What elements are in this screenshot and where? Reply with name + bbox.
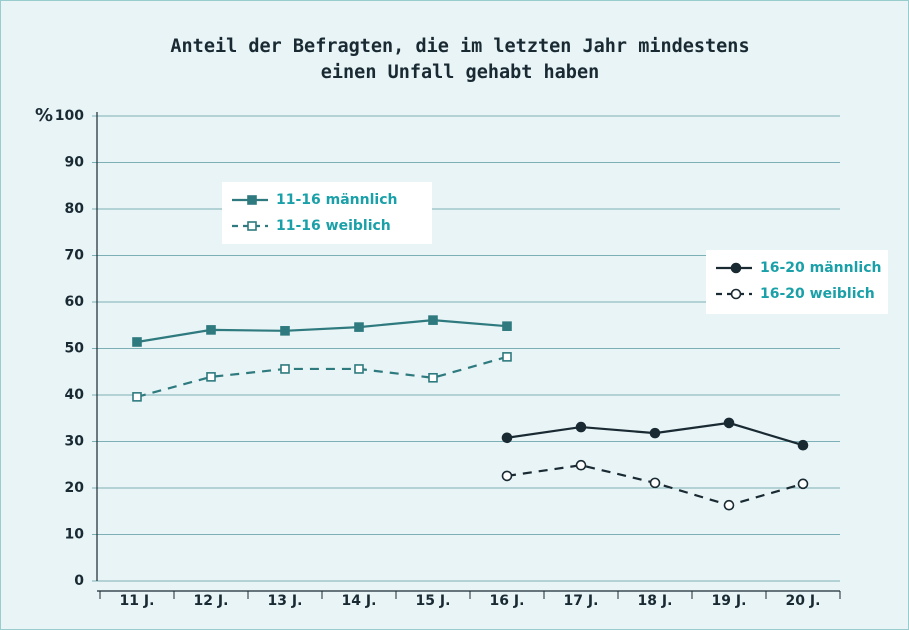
y-tick-label: 60 [65, 294, 85, 310]
x-tick-label: 15 J. [416, 593, 451, 609]
marker [575, 459, 587, 471]
marker [501, 470, 513, 482]
x-tick-label: 19 J. [712, 593, 747, 609]
y-tick-label: 70 [65, 248, 85, 264]
marker [723, 499, 735, 511]
y-tick-label: 100 [55, 108, 84, 124]
line [136, 319, 508, 344]
legend-box [706, 250, 888, 314]
marker [649, 477, 661, 489]
marker [280, 326, 290, 336]
marker [132, 392, 142, 402]
y-tick-label: 50 [65, 341, 85, 357]
x-tick-label: 11 J. [120, 593, 155, 609]
marker [730, 262, 742, 274]
marker [797, 439, 809, 451]
x-tick-label: 12 J. [194, 593, 229, 609]
chart-title: einen Unfall gehabt haben [321, 62, 599, 83]
y-tick-label: 90 [65, 155, 85, 171]
marker [247, 195, 257, 205]
x-tick-label: 18 J. [638, 593, 673, 609]
y-tick-label: 20 [65, 480, 85, 496]
marker [354, 364, 364, 374]
legend-label: 11-16 weiblich [276, 218, 391, 234]
marker [206, 325, 216, 335]
line [136, 355, 508, 398]
marker [354, 322, 364, 332]
marker [501, 432, 513, 444]
marker [502, 352, 512, 362]
y-tick-label: 10 [65, 527, 85, 543]
y-tick-label: 80 [65, 201, 85, 217]
chart-title: Anteil der Befragten, die im letzten Jah… [170, 36, 749, 57]
legend-box [222, 182, 432, 244]
marker [206, 372, 216, 382]
x-tick-label: 16 J. [490, 593, 525, 609]
marker [280, 364, 290, 374]
marker [723, 417, 735, 429]
x-tick-label: 20 J. [786, 593, 821, 609]
marker [132, 337, 142, 347]
y-tick-label: 30 [65, 434, 85, 450]
marker [428, 372, 438, 383]
x-tick-label: 14 J. [342, 593, 377, 609]
marker [575, 421, 587, 433]
marker [247, 221, 257, 231]
y-tick-label: 0 [74, 573, 84, 589]
marker [797, 478, 809, 490]
x-tick-label: 17 J. [564, 593, 599, 609]
legend-label: 11-16 männlich [276, 192, 397, 208]
x-tick-label: 13 J. [268, 593, 303, 609]
marker [730, 288, 742, 300]
legend-label: 16-20 weiblich [760, 286, 875, 302]
y-tick-label: 40 [65, 387, 85, 403]
y-axis-label: % [35, 105, 53, 126]
marker [649, 427, 661, 439]
marker [502, 321, 512, 331]
legend-label: 16-20 männlich [760, 260, 881, 276]
marker [428, 315, 438, 325]
